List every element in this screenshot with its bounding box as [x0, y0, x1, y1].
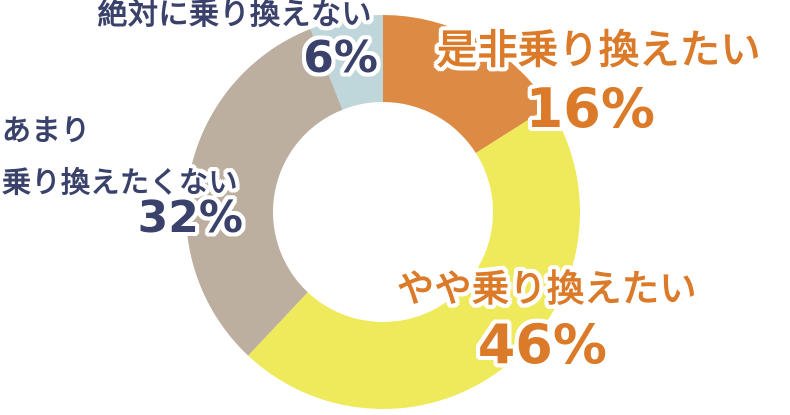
segment-label-never-switch: 絶対に乗り換えない: [97, 0, 372, 32]
donut-slice-0: [383, 15, 550, 154]
segment-label-rather-not-switch-line1: あまり: [2, 113, 91, 147]
segment-percent-never-switch: 6%: [303, 32, 378, 83]
segment-label-rather-not-switch-line2: 乗り換えたくない: [2, 165, 239, 199]
segment-percent-somewhat-switch: 46%: [477, 313, 607, 376]
segment-percent-definitely-switch: 16%: [525, 77, 655, 140]
donut-slice-1: [248, 106, 581, 410]
segment-percent-rather-not-switch: 32%: [137, 192, 243, 243]
segment-label-definitely-switch: 是非乗り換えたい: [437, 27, 761, 73]
segment-label-somewhat-switch: やや乗り換えたい: [397, 267, 697, 310]
donut-slice-3: [310, 15, 383, 110]
donut-slice-2: [185, 28, 343, 356]
